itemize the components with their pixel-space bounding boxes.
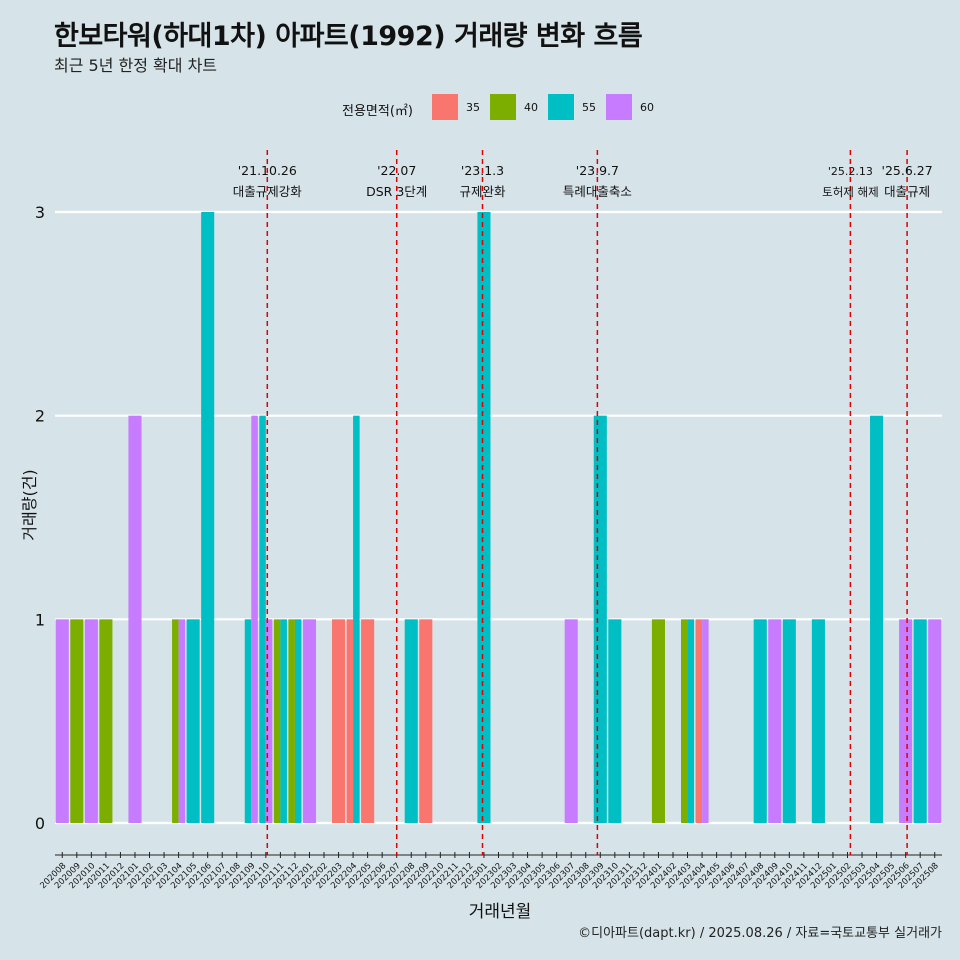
event-date: '23.1.3	[461, 163, 504, 178]
y-axis-label: 거래량(건)	[20, 469, 39, 541]
legend-key-40	[490, 94, 516, 120]
bar-55-202111	[280, 619, 287, 823]
bar-40-202011	[99, 619, 113, 823]
event-date: '21.10.26	[238, 163, 297, 178]
event-label: 토허제 해제	[822, 185, 879, 199]
event-date: '23.9.7	[576, 163, 619, 178]
bar-35-202204	[346, 619, 354, 823]
event-date: '25.6.27	[882, 163, 933, 178]
bar-55-202309	[593, 415, 607, 823]
bar-40-202111	[273, 619, 281, 823]
event-label: 규제완화	[459, 184, 506, 199]
bar-55-202310	[608, 619, 622, 823]
bar-35-202209	[419, 619, 433, 823]
event-label: 특례대출축소	[563, 184, 632, 199]
chart-title: 한보타워(하대1차) 아파트(1992) 거래량 변화 흐름	[54, 21, 643, 52]
bar-55-202507	[913, 619, 927, 823]
bar-55-202410	[782, 619, 796, 823]
legend-label-40: 40	[524, 101, 538, 114]
bar-35-202404	[695, 619, 703, 823]
x-axis-label: 거래년월	[468, 902, 532, 922]
bar-55-202301	[477, 212, 491, 823]
legend: 전용면적(㎡) 35 40 55 60	[0, 92, 960, 122]
bar-60-202110	[265, 619, 273, 823]
legend-label-60: 60	[640, 101, 654, 114]
bar-55-202412	[811, 619, 825, 823]
y-tick-label: 2	[35, 407, 45, 426]
legend-key-55	[548, 94, 574, 120]
legend-label-55: 55	[582, 101, 596, 114]
bar-55-202408	[753, 619, 767, 823]
legend-title: 전용면적(㎡)	[342, 104, 413, 119]
bar-60-202307	[564, 619, 578, 823]
bar-55-202105	[186, 619, 200, 823]
bar-40-202009	[70, 619, 84, 823]
bar-55-202204	[353, 415, 360, 823]
bar-60-202404	[702, 619, 709, 823]
chart-subtitle: 최근 5년 한정 확대 차트	[54, 56, 218, 75]
bar-35-202203	[332, 619, 346, 823]
legend-label-35: 35	[466, 101, 480, 114]
bar-60-202109	[251, 415, 258, 823]
bar-40-202112	[288, 619, 295, 823]
y-tick-label: 1	[35, 610, 45, 629]
bar-55-202403	[687, 619, 695, 823]
bar-60-202506	[899, 619, 913, 823]
bar-40-202104	[172, 619, 179, 823]
event-label: 대출규제강화	[233, 184, 303, 199]
bar-35-202205	[361, 619, 375, 823]
y-tick-label: 0	[35, 814, 45, 833]
bar-55-202208	[404, 619, 418, 823]
event-label: 대출규제	[884, 184, 930, 199]
bar-55-202504	[870, 415, 884, 823]
legend-key-60	[606, 94, 632, 120]
bar-55-202109	[244, 619, 252, 823]
bar-60-202008	[55, 619, 69, 823]
bar-55-202110	[259, 415, 266, 823]
event-label: DSR 3단계	[366, 184, 427, 199]
bar-40-202401	[651, 619, 665, 823]
bar-60-202201	[302, 619, 317, 823]
bar-40-202403	[680, 619, 688, 823]
bar-55-202106	[201, 212, 215, 823]
bar-60-202101	[128, 415, 142, 823]
legend-key-35	[432, 94, 458, 120]
event-date: '25.2.13	[828, 165, 873, 178]
bar-60-202010	[84, 619, 98, 823]
y-tick-label: 3	[35, 203, 45, 222]
bar-60-202508	[928, 619, 942, 823]
source-caption: ©디아파트(dapt.kr) / 2025.08.26 / 자료=국토교통부 실…	[578, 926, 942, 941]
event-date: '22.07	[377, 163, 416, 178]
bar-60-202409	[768, 619, 782, 823]
bar-55-202112	[294, 619, 302, 823]
bar-60-202104	[178, 619, 186, 823]
